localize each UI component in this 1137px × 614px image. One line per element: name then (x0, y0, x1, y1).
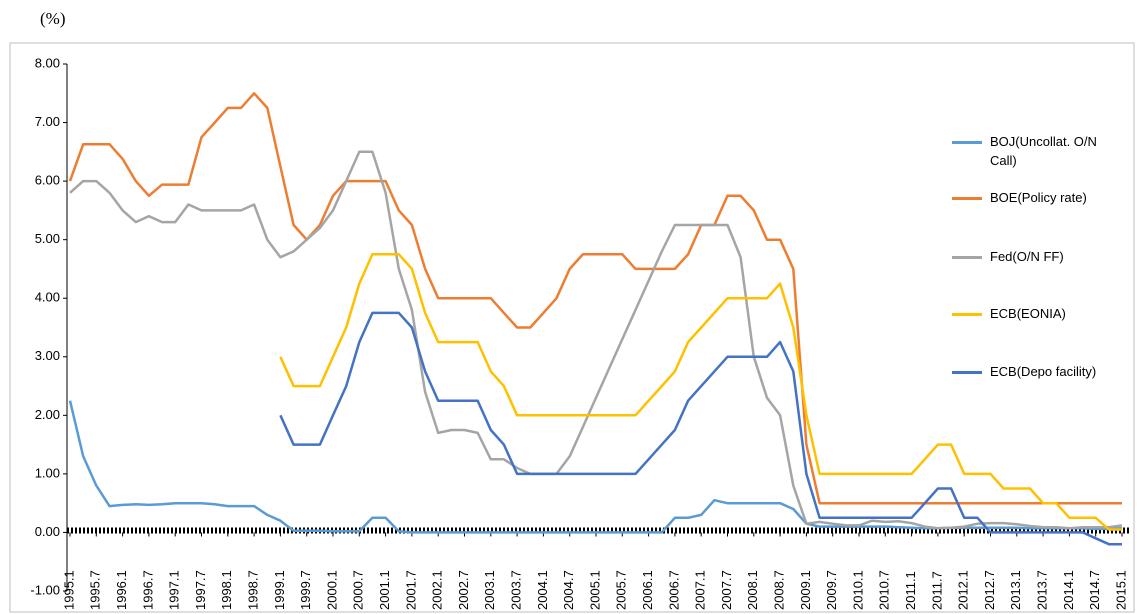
legend-label: BOJ(Uncollat. O/N Call) (990, 134, 1097, 168)
x-tick-label: 2007.1 (693, 570, 708, 610)
legend-label: BOE(Policy rate) (990, 190, 1087, 205)
legend-label: ECB(EONIA) (990, 306, 1066, 321)
x-tick-label: 2002.1 (430, 570, 445, 610)
x-tick-label: 1999.1 (272, 570, 287, 610)
x-tick-label: 2012.1 (956, 570, 971, 610)
legend-entry: ECB(Depo facility) (952, 362, 1115, 381)
y-tick-label: 4.00 (35, 290, 60, 305)
x-tick-label: 2002.7 (456, 570, 471, 610)
x-tick-label: 2008.1 (745, 570, 760, 610)
x-tick-label: 2008.7 (772, 570, 787, 610)
legend-label: Fed(O/N FF) (990, 249, 1064, 264)
x-tick-label: 1995.7 (88, 570, 103, 610)
x-tick-label: 2011.1 (903, 571, 918, 610)
series-line (68, 400, 1123, 534)
y-tick-label: 5.00 (35, 231, 60, 246)
x-tick-label: 2013.7 (1035, 570, 1050, 610)
x-tick-label: 2003.7 (509, 570, 524, 610)
x-tick-label: 2003.1 (482, 570, 497, 610)
x-tick-label: 2004.7 (561, 570, 576, 610)
x-tick-label: 2009.1 (798, 570, 813, 610)
y-tick-label: 7.00 (35, 114, 60, 129)
x-tick-label: 2001.1 (377, 570, 392, 610)
x-tick-label: 1996.1 (114, 570, 129, 610)
x-tick-label: 1997.1 (167, 570, 182, 610)
x-tick-label: 1998.7 (246, 570, 261, 610)
legend-swatch (952, 313, 982, 316)
x-tick-label: 2011.7 (929, 571, 944, 610)
x-tick-label: 1998.1 (219, 570, 234, 610)
x-tick-label: 2010.7 (877, 570, 892, 610)
x-tick-label: 1995.1 (61, 570, 76, 610)
y-axis-label: (%) (40, 9, 65, 28)
y-tick-label: -1.00 (30, 582, 60, 597)
y-tick-label: 1.00 (35, 465, 60, 480)
x-tick-label: 2013.1 (1008, 570, 1023, 610)
x-tick-label: 2014.7 (1087, 570, 1102, 610)
x-tick-label: 2004.1 (535, 570, 550, 610)
series-line (68, 92, 1122, 505)
x-tick-label: 1997.7 (193, 570, 208, 610)
legend-swatch (952, 197, 982, 200)
legend-entry: ECB(EONIA) (952, 304, 1115, 323)
x-tick-label: 2015.1 (1113, 570, 1128, 610)
x-tick-label: 2000.7 (351, 570, 366, 610)
legend-swatch (952, 256, 982, 259)
series-line (69, 150, 1123, 530)
y-tick-label: 2.00 (35, 407, 60, 422)
legend-entry: Fed(O/N FF) (952, 247, 1115, 266)
x-tick-label: 2005.1 (587, 570, 602, 610)
y-tick-label: 8.00 (35, 55, 60, 70)
x-tick-label: 2007.7 (719, 570, 734, 610)
x-tick-label: 2000.1 (324, 570, 339, 610)
y-tick-label: 6.00 (35, 173, 60, 188)
x-tick-label: 1999.7 (298, 570, 313, 610)
x-tick-label: 2010.1 (850, 570, 865, 610)
legend-label: ECB(Depo facility) (990, 364, 1097, 379)
x-tick-label: 2001.7 (403, 570, 418, 610)
series-line (279, 253, 1122, 531)
y-tick-label: 3.00 (35, 348, 60, 363)
legend-entry: BOJ(Uncollat. O/N Call) (952, 132, 1115, 170)
legend-swatch (952, 141, 982, 144)
x-tick-label: 1996.7 (140, 570, 155, 610)
legend-swatch (952, 371, 982, 374)
y-tick-label: 0.00 (35, 524, 60, 539)
x-tick-label: 2006.1 (640, 570, 655, 610)
x-tick-label: 2014.1 (1061, 570, 1076, 610)
x-tick-label: 2009.7 (824, 570, 839, 610)
series-line (279, 311, 1122, 546)
x-tick-label: 2006.7 (666, 570, 681, 610)
legend-entry: BOE(Policy rate) (952, 188, 1115, 207)
chart-frame (9, 42, 1135, 613)
x-tick-label: 2005.7 (614, 570, 629, 610)
x-tick-label: 2012.7 (982, 570, 997, 610)
